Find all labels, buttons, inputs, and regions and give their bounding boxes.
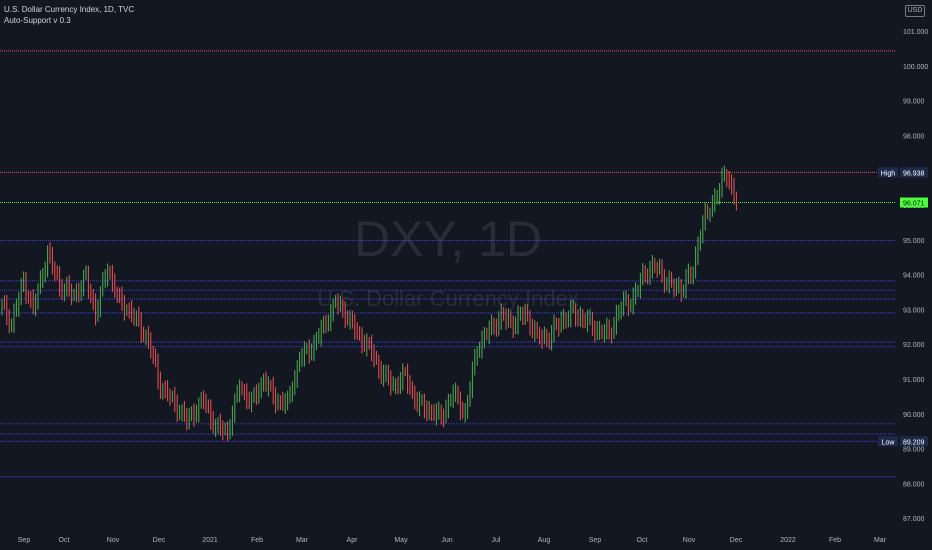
chart-legend: U.S. Dollar Currency Index, 1D, TVC Auto… <box>4 4 134 26</box>
y-tick-label: 98.000 <box>903 133 925 140</box>
price-marker-value: 96.938 <box>903 170 925 177</box>
price-marker-label: Low <box>882 439 896 446</box>
price-marker-box <box>900 197 928 208</box>
y-tick-label: 100.000 <box>903 64 928 71</box>
price-marker-tag <box>878 436 898 447</box>
x-tick-label: Nov <box>107 537 120 544</box>
price-marker-value: 96.071 <box>903 201 925 208</box>
watermark-ticker: DXY, 1D <box>354 211 542 267</box>
price-marker-box <box>900 167 928 178</box>
x-tick-label: Mar <box>296 537 309 544</box>
y-tick-label: 95.000 <box>903 238 925 245</box>
x-tick-label: Oct <box>59 537 70 544</box>
x-tick-label: Oct <box>637 537 648 544</box>
x-tick-label: Jun <box>441 537 452 544</box>
y-tick-label: 99.000 <box>903 99 925 106</box>
x-tick-label: Apr <box>347 537 359 544</box>
y-tick-label: 87.000 <box>903 516 925 523</box>
price-marker-value: 89.209 <box>903 439 925 446</box>
price-marker-label: High <box>881 170 896 177</box>
price-marker-tag <box>878 167 898 178</box>
x-tick-label: Dec <box>153 537 166 544</box>
x-tick-label: Mar <box>874 537 887 544</box>
x-tick-label: 2021 <box>202 537 218 544</box>
x-tick-label: Feb <box>829 537 841 544</box>
y-tick-label: 93.000 <box>903 307 925 314</box>
x-tick-label: Dec <box>730 537 743 544</box>
indicator-label[interactable]: Auto-Support v 0.3 <box>4 16 71 25</box>
x-tick-label: Jul <box>492 537 501 544</box>
x-tick-label: Feb <box>251 537 263 544</box>
symbol-title[interactable]: U.S. Dollar Currency Index, 1D, TVC <box>4 5 135 14</box>
x-tick-label: Sep <box>589 537 602 544</box>
y-tick-label: 90.000 <box>903 412 925 419</box>
y-tick-label: 94.000 <box>903 273 925 280</box>
x-tick-label: May <box>394 537 408 544</box>
y-tick-label: 89.000 <box>903 447 925 454</box>
price-marker-box <box>900 436 928 447</box>
y-tick-label: 91.000 <box>903 377 925 384</box>
y-tick-label: 101.000 <box>903 29 928 36</box>
x-tick-label: Aug <box>538 537 551 544</box>
currency-badge[interactable]: USD <box>905 5 925 17</box>
x-tick-label: 2022 <box>780 537 796 544</box>
x-tick-label: Nov <box>683 537 696 544</box>
y-tick-label: 88.000 <box>903 481 925 488</box>
x-tick-label: Sep <box>18 537 31 544</box>
y-tick-label: 92.000 <box>903 342 925 349</box>
